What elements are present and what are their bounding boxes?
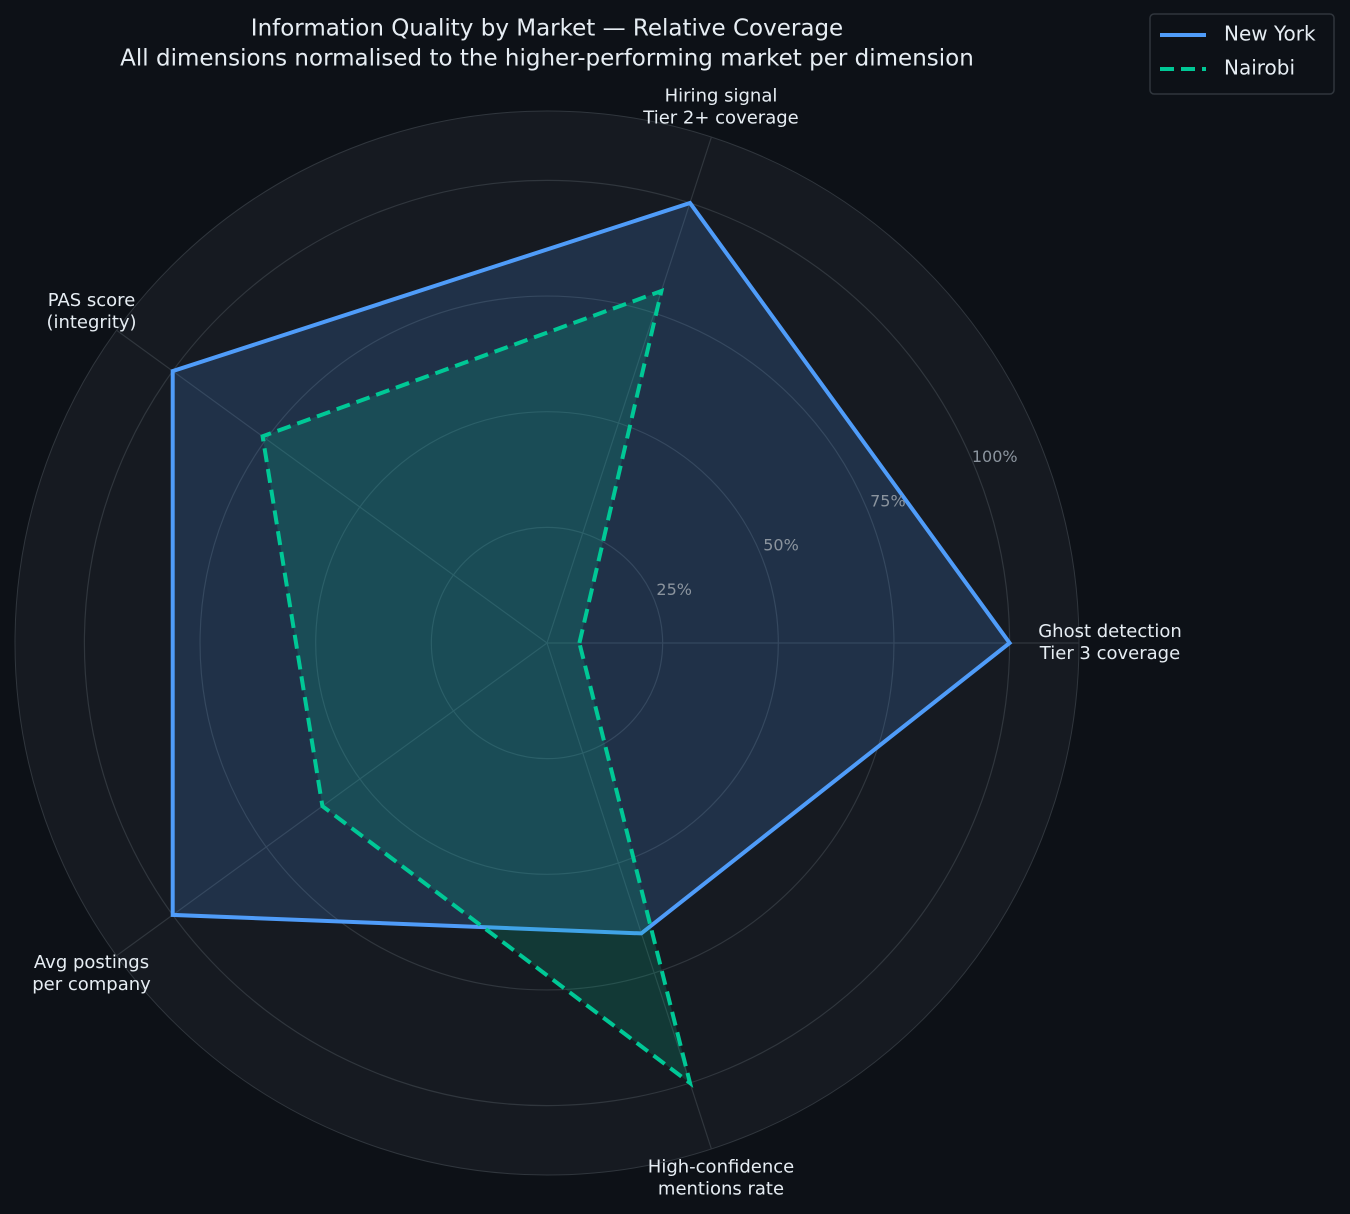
series-area [170,200,1013,936]
legend: New York Nairobi [1149,13,1335,95]
series-area [260,287,694,1089]
r-tick-label: 25% [656,580,692,599]
legend-label: New York [1224,22,1316,46]
chart-subtitle: All dimensions normalised to the higher-… [120,46,974,72]
chart-title: Information Quality by Market — Relative… [251,16,843,42]
r-tick-label: 50% [763,536,799,555]
category-label: Hiring signal Tier 2+ coverage [642,86,798,129]
r-tick-label: 75% [870,491,906,510]
spoke [116,642,548,957]
category-label: Avg postings per company [32,952,151,995]
r-tick-label: 100% [972,447,1018,466]
plot-area: 25% 50% 75% 100% Ghost detection Tier 3 cover… [14,86,1182,1199]
legend-label: Nairobi [1224,56,1295,80]
spoke [546,136,712,644]
spoke [116,329,548,644]
category-label: PAS score (integrity) [46,290,136,333]
category-label: High-confidence mentions rate [648,1156,794,1199]
category-label: Ghost detection Tier 3 coverage [1038,621,1182,664]
